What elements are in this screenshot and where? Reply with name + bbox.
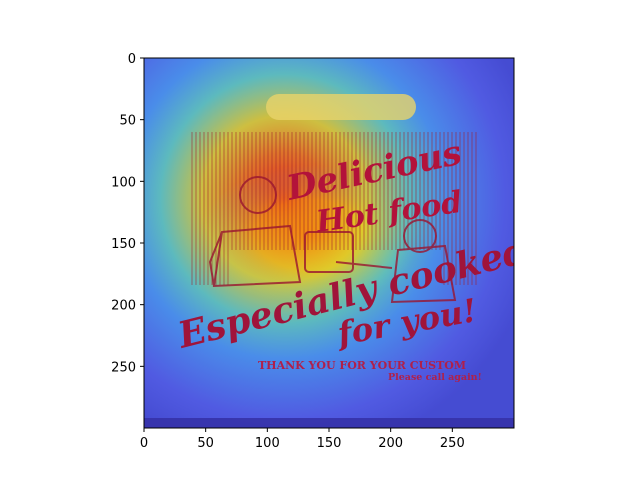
y-tick-label: 250 bbox=[111, 360, 136, 375]
call-again-text: Please call again! bbox=[388, 372, 482, 383]
x-tick-label: 50 bbox=[197, 436, 214, 451]
y-tick-label: 150 bbox=[111, 237, 136, 252]
y-tick-label: 50 bbox=[119, 114, 136, 129]
x-tick-label: 250 bbox=[440, 436, 465, 451]
x-tick-label: 150 bbox=[317, 436, 342, 451]
y-tick-label: 200 bbox=[111, 299, 136, 314]
y-axis-ticks: 0 50 100 150 200 250 bbox=[111, 52, 144, 375]
y-tick-label: 0 bbox=[128, 52, 136, 67]
bag-bottom-edge bbox=[144, 418, 514, 428]
x-tick-label: 100 bbox=[255, 436, 280, 451]
heatmap-image: Delicious Hot food Especially cooked for… bbox=[144, 58, 514, 428]
y-tick-label: 100 bbox=[111, 175, 136, 190]
illustration-figures bbox=[208, 176, 457, 304]
x-tick-label: 0 bbox=[140, 436, 148, 451]
bag-handle bbox=[266, 94, 416, 120]
x-tick-label: 200 bbox=[378, 436, 403, 451]
x-axis-ticks: 0 50 100 150 200 250 bbox=[140, 428, 465, 451]
thanks-text: THANK YOU FOR YOUR CUSTOM bbox=[258, 359, 466, 372]
